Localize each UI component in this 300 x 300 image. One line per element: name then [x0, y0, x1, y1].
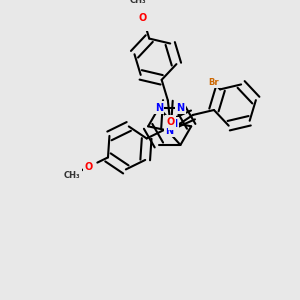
- Text: N: N: [169, 119, 177, 129]
- Text: Br: Br: [208, 78, 219, 87]
- Text: N: N: [165, 126, 173, 136]
- Text: O: O: [85, 162, 93, 172]
- Text: N: N: [155, 103, 163, 113]
- Text: O: O: [166, 117, 174, 127]
- Text: O: O: [139, 13, 147, 23]
- Text: CH₃: CH₃: [129, 0, 146, 5]
- Text: N: N: [176, 103, 184, 113]
- Text: CH₃: CH₃: [64, 170, 80, 179]
